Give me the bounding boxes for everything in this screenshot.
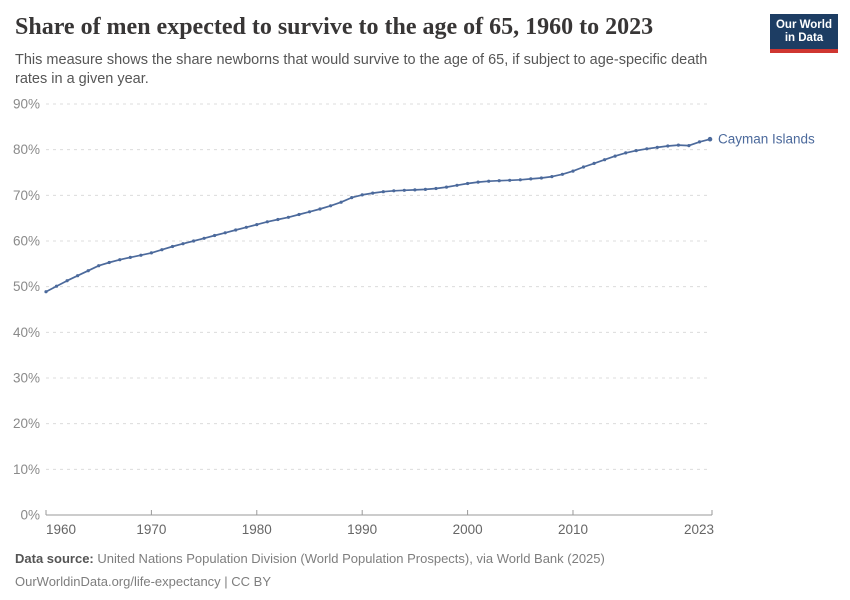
data-point[interactable] — [455, 183, 459, 187]
x-axis-tick-label: 2000 — [453, 522, 483, 537]
data-point[interactable] — [213, 233, 217, 238]
line-series[interactable] — [45, 138, 711, 293]
x-axis-tick-label: 1970 — [136, 522, 166, 537]
data-point[interactable] — [181, 242, 185, 246]
data-point[interactable] — [413, 188, 417, 192]
data-point[interactable] — [234, 228, 238, 232]
data-point[interactable] — [645, 147, 649, 151]
data-point[interactable] — [86, 269, 90, 273]
data-point[interactable] — [687, 144, 691, 148]
data-point[interactable] — [550, 175, 554, 179]
data-point[interactable] — [339, 200, 343, 204]
data-point[interactable] — [149, 251, 153, 255]
owid-logo-line2: in Data — [784, 32, 824, 44]
data-point[interactable] — [244, 225, 248, 229]
data-source-label: Data source: — [15, 551, 94, 566]
data-point[interactable] — [192, 239, 196, 243]
data-point[interactable] — [529, 177, 533, 181]
x-axis-tick-label: 1980 — [242, 522, 272, 537]
y-axis-tick-label: 10% — [13, 462, 40, 477]
data-point[interactable] — [392, 189, 396, 193]
x-axis-tick-label: 2023 — [684, 522, 714, 537]
data-point[interactable] — [360, 193, 364, 197]
data-point[interactable] — [634, 149, 638, 153]
data-point[interactable] — [560, 172, 565, 176]
data-point[interactable] — [265, 220, 269, 224]
y-axis-tick-label: 80% — [13, 142, 40, 157]
data-point[interactable] — [223, 231, 227, 235]
data-point[interactable] — [44, 290, 48, 294]
data-point[interactable] — [592, 161, 596, 165]
data-point[interactable] — [655, 145, 659, 149]
data-point[interactable] — [676, 143, 681, 147]
data-source-line: Data source: United Nations Population D… — [15, 548, 815, 571]
data-point[interactable] — [434, 186, 438, 191]
data-point[interactable] — [613, 154, 617, 158]
data-point[interactable] — [170, 244, 175, 249]
chart-footer: Data source: United Nations Population D… — [15, 548, 815, 593]
y-axis-tick-label: 50% — [13, 279, 40, 294]
data-point[interactable] — [118, 258, 122, 262]
owid-logo-line1: Our World — [775, 19, 832, 31]
y-axis-tick-label: 20% — [13, 416, 40, 431]
chart-subtitle: This measure shows the share newborns th… — [15, 52, 708, 87]
data-point[interactable] — [318, 207, 322, 211]
data-point[interactable] — [202, 236, 206, 240]
page-title: Share of men expected to survive to the … — [15, 14, 654, 40]
y-axis-tick-label: 70% — [13, 188, 40, 203]
data-point[interactable] — [444, 185, 449, 189]
data-point[interactable] — [307, 210, 312, 214]
data-point[interactable] — [255, 223, 259, 227]
data-point[interactable] — [297, 212, 301, 217]
data-point[interactable] — [371, 191, 375, 195]
data-point[interactable] — [139, 253, 143, 257]
data-point[interactable] — [487, 179, 491, 183]
data-point[interactable] — [350, 196, 354, 200]
data-point[interactable] — [97, 264, 101, 268]
data-point[interactable] — [466, 181, 470, 186]
data-source-text: United Nations Population Division (Worl… — [93, 551, 605, 566]
data-point[interactable] — [518, 178, 522, 182]
data-point[interactable] — [539, 176, 544, 180]
data-point[interactable] — [381, 190, 385, 194]
series-entity-label[interactable]: Cayman Islands — [718, 132, 815, 147]
data-point[interactable] — [571, 169, 575, 173]
x-axis-tick-label: 1990 — [347, 522, 377, 537]
data-point[interactable] — [707, 136, 713, 142]
data-point[interactable] — [508, 178, 512, 182]
data-point[interactable] — [128, 255, 132, 259]
y-axis-tick-label: 40% — [13, 325, 40, 340]
data-point[interactable] — [276, 217, 280, 222]
y-axis-tick-label: 90% — [13, 97, 40, 112]
data-point[interactable] — [329, 204, 333, 208]
license-link[interactable]: OurWorldinData.org/life-expectancy | CC … — [15, 573, 272, 589]
data-point[interactable] — [107, 260, 111, 265]
data-point[interactable] — [624, 151, 628, 155]
data-point[interactable] — [476, 180, 480, 184]
data-point[interactable] — [402, 188, 406, 192]
data-point[interactable] — [286, 215, 290, 219]
data-point[interactable] — [54, 284, 59, 288]
data-point[interactable] — [697, 140, 702, 144]
data-point[interactable] — [666, 144, 670, 148]
y-axis-tick-label: 0% — [20, 508, 40, 523]
data-point[interactable] — [160, 248, 164, 252]
owid-logo[interactable]: Our World in Data — [770, 14, 838, 53]
y-axis-tick-label: 60% — [13, 234, 40, 249]
data-point[interactable] — [497, 179, 501, 183]
data-point[interactable] — [65, 279, 69, 283]
data-point[interactable] — [423, 187, 427, 191]
x-axis-tick-label: 2010 — [558, 522, 588, 537]
x-axis-tick-label: 1960 — [46, 522, 76, 537]
data-point[interactable] — [76, 274, 80, 278]
y-axis-tick-label: 30% — [13, 371, 40, 386]
data-point[interactable] — [581, 165, 586, 169]
data-point[interactable] — [603, 158, 607, 162]
